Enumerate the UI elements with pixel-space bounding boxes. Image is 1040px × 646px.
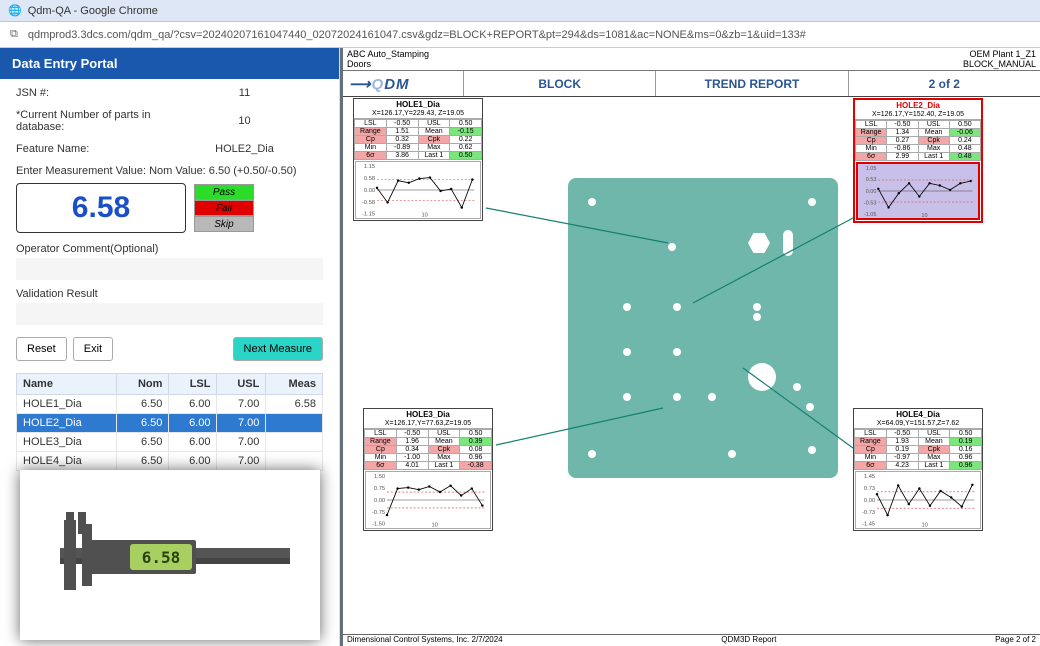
db-count-label: *Current Number of parts in database: bbox=[16, 109, 166, 133]
reset-button[interactable]: Reset bbox=[16, 337, 67, 361]
col-lsl[interactable]: LSL bbox=[169, 374, 217, 395]
svg-text:0.00: 0.00 bbox=[364, 188, 375, 194]
svg-text:1.45: 1.45 bbox=[864, 474, 875, 480]
svg-text:-0.75: -0.75 bbox=[372, 510, 385, 516]
skip-button[interactable]: Skip bbox=[194, 216, 254, 232]
caliper-overlay: 6.58 bbox=[20, 470, 320, 640]
next-measure-button[interactable]: Next Measure bbox=[233, 337, 323, 361]
foot-left: Dimensional Control Systems, Inc. 2/7/20… bbox=[347, 635, 503, 646]
svg-text:-0.58: -0.58 bbox=[362, 200, 375, 206]
svg-text:0.73: 0.73 bbox=[864, 486, 875, 492]
svg-text:10: 10 bbox=[921, 523, 927, 528]
svg-text:10: 10 bbox=[421, 213, 427, 218]
exit-button[interactable]: Exit bbox=[73, 337, 113, 361]
validation-input[interactable] bbox=[16, 303, 323, 325]
svg-text:-0.53: -0.53 bbox=[864, 200, 877, 206]
caliper-icon: 6.58 bbox=[40, 510, 300, 600]
operator-comment-label: Operator Comment(Optional) bbox=[16, 243, 323, 255]
svg-text:-1.45: -1.45 bbox=[862, 522, 875, 528]
svg-text:0.00: 0.00 bbox=[864, 498, 875, 504]
hdr-right1: OEM Plant 1_Z1 bbox=[963, 49, 1036, 59]
report-footer: Dimensional Control Systems, Inc. 2/7/20… bbox=[343, 634, 1040, 646]
hdr-right2: BLOCK_MANUAL bbox=[963, 59, 1036, 69]
svg-text:-1.05: -1.05 bbox=[864, 212, 877, 218]
table-row[interactable]: HOLE1_Dia6.506.007.006.58 bbox=[17, 395, 323, 414]
svg-text:0.58: 0.58 bbox=[364, 176, 375, 182]
foot-right: Page 2 of 2 bbox=[995, 635, 1036, 646]
svg-text:1.50: 1.50 bbox=[374, 474, 385, 480]
jsn-label: JSN #: bbox=[16, 87, 166, 99]
pass-button[interactable]: Pass bbox=[194, 184, 254, 200]
svg-text:0.53: 0.53 bbox=[866, 177, 877, 183]
svg-text:1.15: 1.15 bbox=[364, 164, 375, 170]
svg-text:0.75: 0.75 bbox=[374, 486, 385, 492]
validation-label: Validation Result bbox=[16, 288, 323, 300]
svg-text:-1.50: -1.50 bbox=[372, 522, 385, 528]
report-header: ABC Auto_Stamping Doors OEM Plant 1_Z1 B… bbox=[343, 48, 1040, 71]
tab-title: Qdm-QA - Google Chrome bbox=[28, 5, 158, 17]
svg-text:0.00: 0.00 bbox=[866, 189, 877, 195]
table-row[interactable]: HOLE3_Dia6.506.007.00 bbox=[17, 433, 323, 452]
operator-comment-input[interactable] bbox=[16, 258, 323, 280]
db-count-value: 10 bbox=[166, 115, 323, 127]
measurement-value: 6.58 bbox=[72, 191, 130, 225]
svg-text:1.05: 1.05 bbox=[866, 166, 877, 172]
col-nom[interactable]: Nom bbox=[117, 374, 169, 395]
url-text: qdmprod3.3dcs.com/qdm_qa/?csv=2024020716… bbox=[28, 29, 806, 41]
enter-meas-label: Enter Measurement Value: Nom Value: 6.50… bbox=[16, 165, 323, 177]
measurement-display[interactable]: 6.58 bbox=[16, 183, 186, 233]
panel-title: Data Entry Portal bbox=[0, 48, 339, 79]
table-row[interactable]: HOLE2_Dia6.506.007.00 bbox=[17, 414, 323, 433]
svg-text:-0.73: -0.73 bbox=[862, 510, 875, 516]
site-info-icon[interactable]: ⧉ bbox=[10, 28, 18, 41]
col-name[interactable]: Name bbox=[17, 374, 117, 395]
svg-text:0.00: 0.00 bbox=[374, 498, 385, 504]
jsn-value: 11 bbox=[166, 87, 323, 99]
hole-panel-hole1[interactable]: HOLE1_DiaX=126.17,Y=229.43, Z=19.05LSL-0… bbox=[353, 98, 483, 221]
report-panel: ABC Auto_Stamping Doors OEM Plant 1_Z1 B… bbox=[340, 48, 1040, 646]
browser-tab: 🌐 Qdm-QA - Google Chrome bbox=[0, 0, 1040, 22]
svg-text:-1.15: -1.15 bbox=[362, 212, 375, 218]
url-bar[interactable]: ⧉ qdmprod3.3dcs.com/qdm_qa/?csv=20240207… bbox=[0, 22, 1040, 48]
hdr-left1: ABC Auto_Stamping bbox=[347, 49, 955, 59]
globe-icon: 🌐 bbox=[8, 4, 22, 17]
features-table: Name Nom LSL USL Meas HOLE1_Dia6.506.007… bbox=[16, 373, 323, 471]
svg-text:10: 10 bbox=[431, 523, 437, 528]
fail-button[interactable]: Fail bbox=[194, 200, 254, 216]
col-usl[interactable]: USL bbox=[217, 374, 266, 395]
col-meas[interactable]: Meas bbox=[266, 374, 323, 395]
feature-label: Feature Name: bbox=[16, 143, 166, 155]
foot-center: QDM3D Report bbox=[503, 635, 995, 646]
svg-text:10: 10 bbox=[921, 213, 927, 218]
hole-panel-hole3[interactable]: HOLE3_DiaX=126.17,Y=77.63,Z=19.05LSL-0.5… bbox=[363, 408, 493, 531]
hole-panel-hole4[interactable]: HOLE4_DiaX=64.09,Y=151.57,Z=7.62LSL-0.50… bbox=[853, 408, 983, 531]
feature-value: HOLE2_Dia bbox=[166, 143, 323, 155]
caliper-reading: 6.58 bbox=[130, 544, 192, 570]
table-row[interactable]: HOLE4_Dia6.506.007.00 bbox=[17, 452, 323, 471]
hole-panel-hole2[interactable]: HOLE2_DiaX=126.17,Y=152.40, Z=19.05LSL-0… bbox=[853, 98, 983, 223]
hdr-left2: Doors bbox=[347, 59, 955, 69]
